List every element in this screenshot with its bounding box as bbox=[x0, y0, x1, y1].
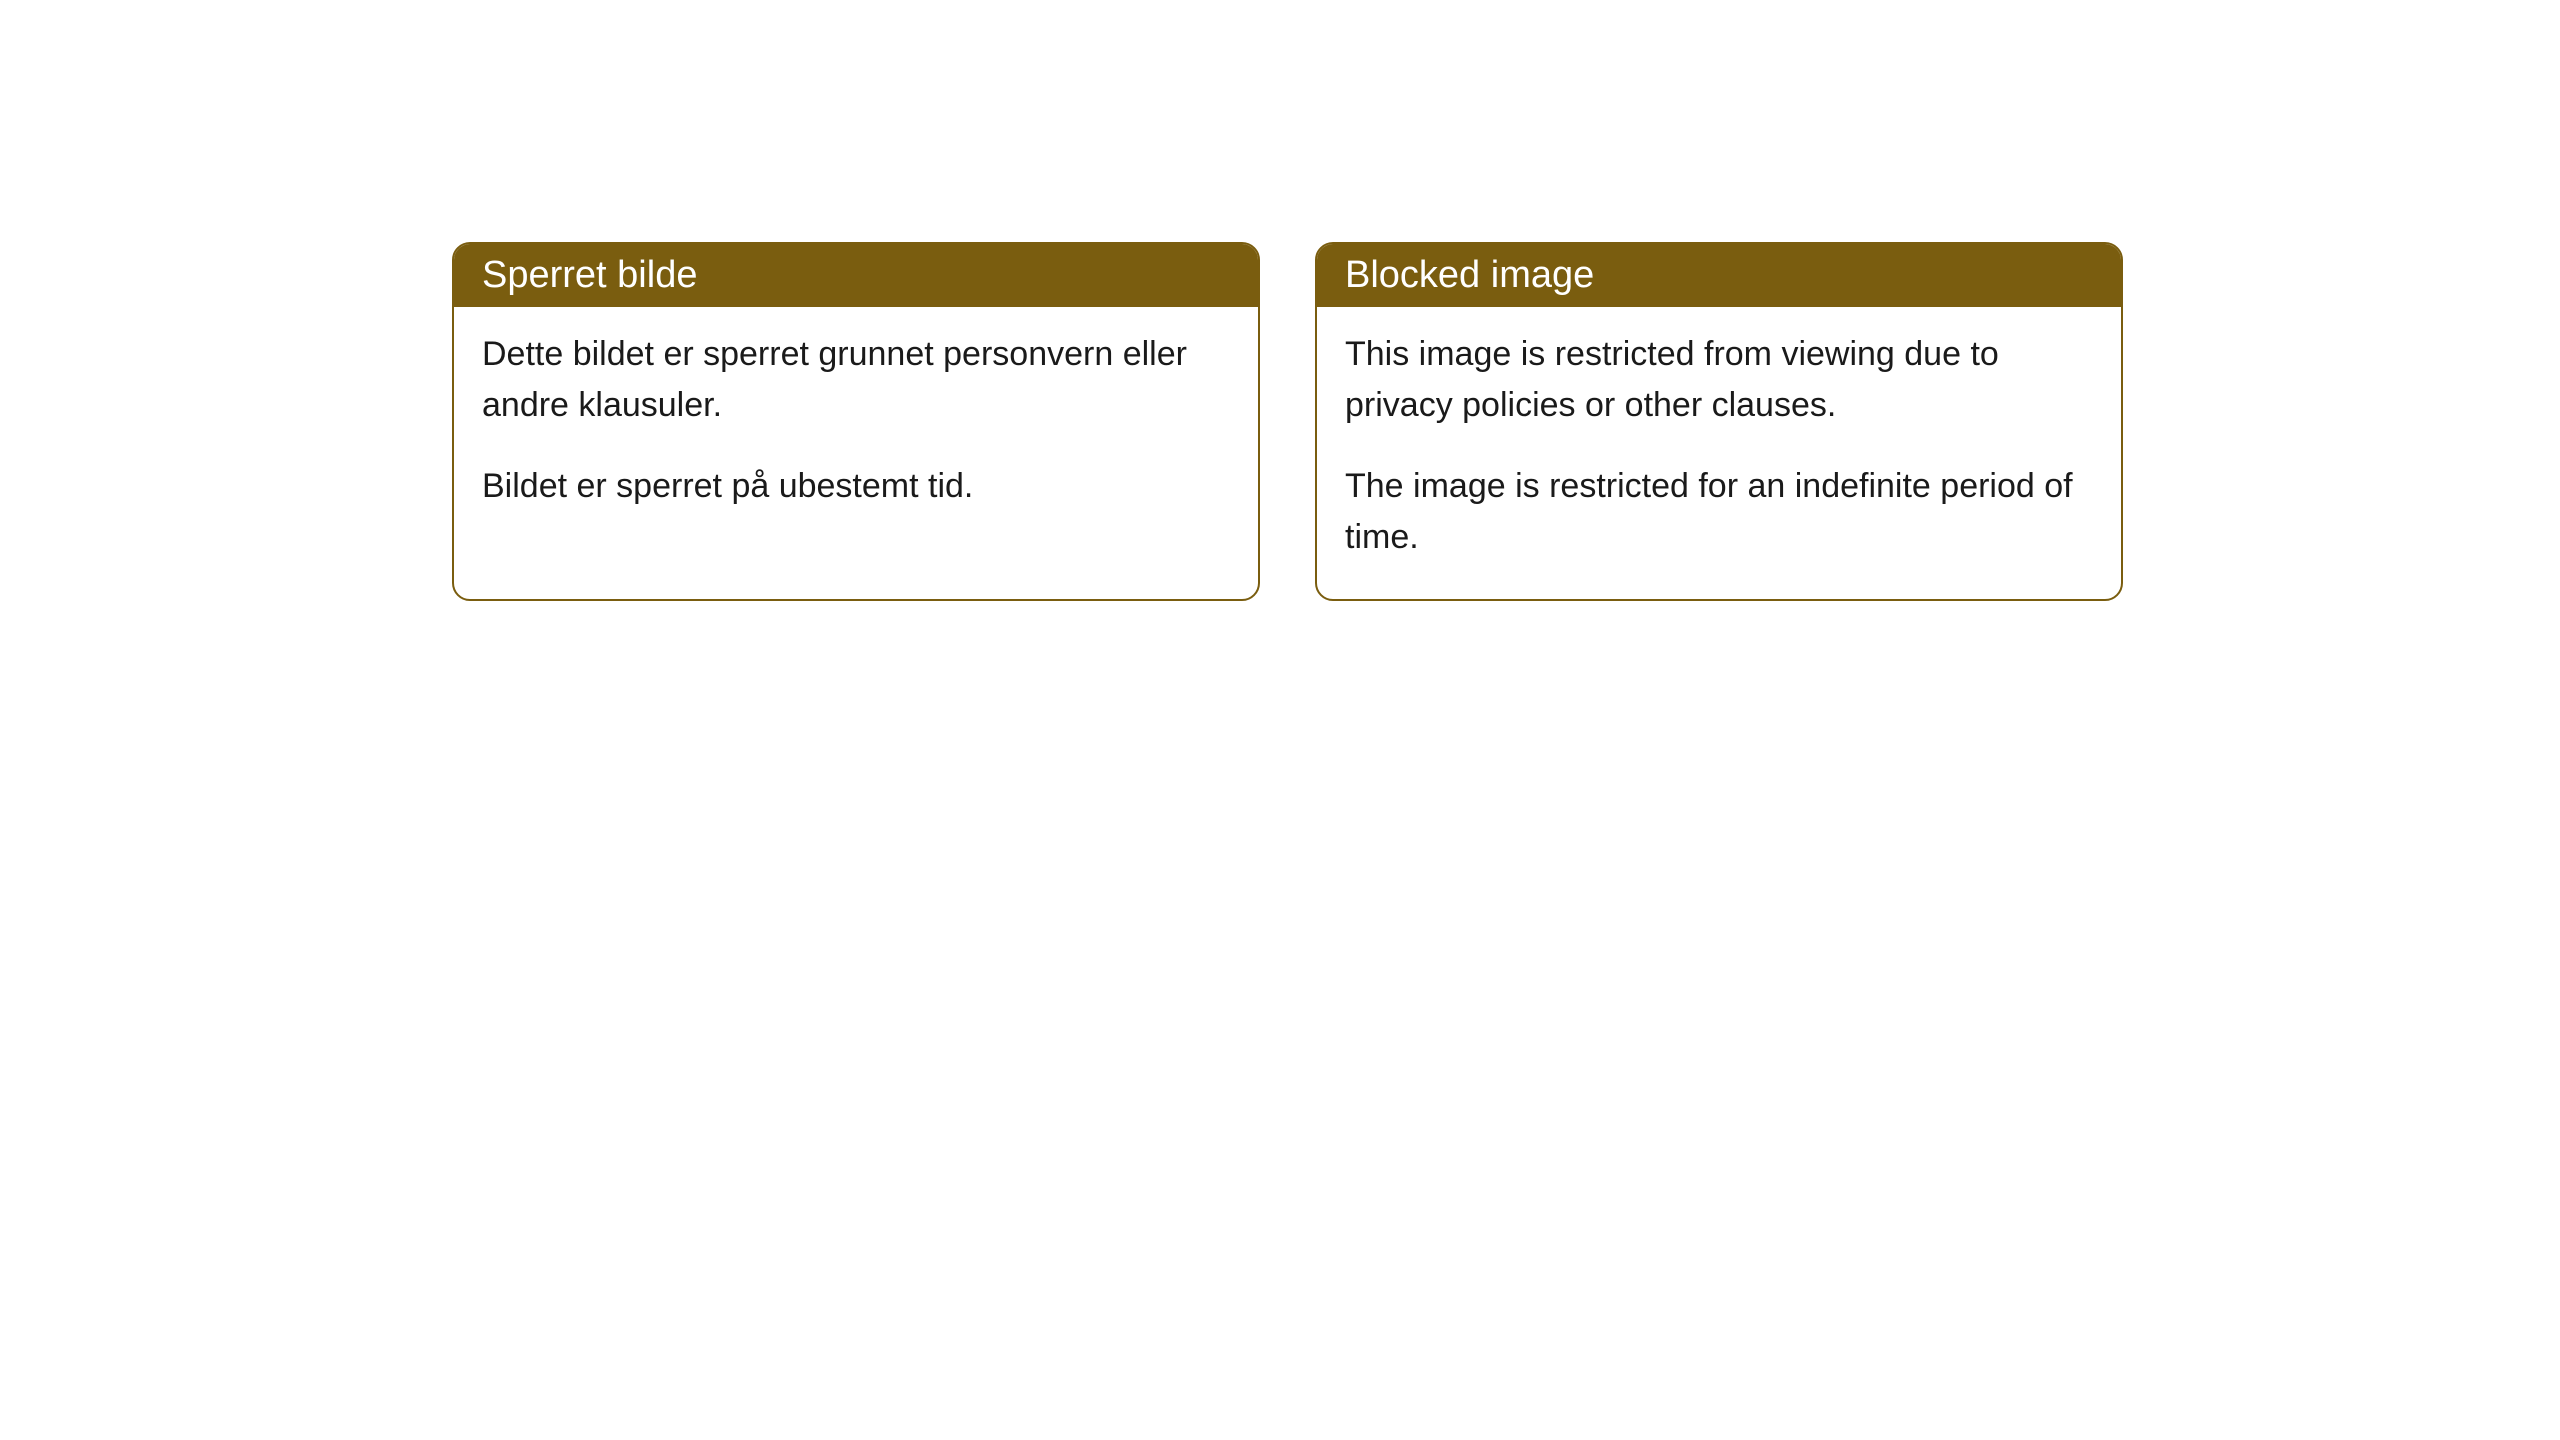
card-body: Dette bildet er sperret grunnet personve… bbox=[454, 307, 1258, 548]
card-paragraph: This image is restricted from viewing du… bbox=[1345, 329, 2093, 431]
card-paragraph: The image is restricted for an indefinit… bbox=[1345, 461, 2093, 563]
card-title: Blocked image bbox=[1345, 254, 1594, 296]
cards-container: Sperret bilde Dette bildet er sperret gr… bbox=[452, 242, 2123, 601]
blocked-image-card-english: Blocked image This image is restricted f… bbox=[1315, 242, 2123, 601]
blocked-image-card-norwegian: Sperret bilde Dette bildet er sperret gr… bbox=[452, 242, 1260, 601]
card-paragraph: Bildet er sperret på ubestemt tid. bbox=[482, 461, 1230, 512]
card-header: Sperret bilde bbox=[454, 244, 1258, 307]
card-title: Sperret bilde bbox=[482, 254, 697, 296]
card-header: Blocked image bbox=[1317, 244, 2121, 307]
card-body: This image is restricted from viewing du… bbox=[1317, 307, 2121, 599]
card-paragraph: Dette bildet er sperret grunnet personve… bbox=[482, 329, 1230, 431]
